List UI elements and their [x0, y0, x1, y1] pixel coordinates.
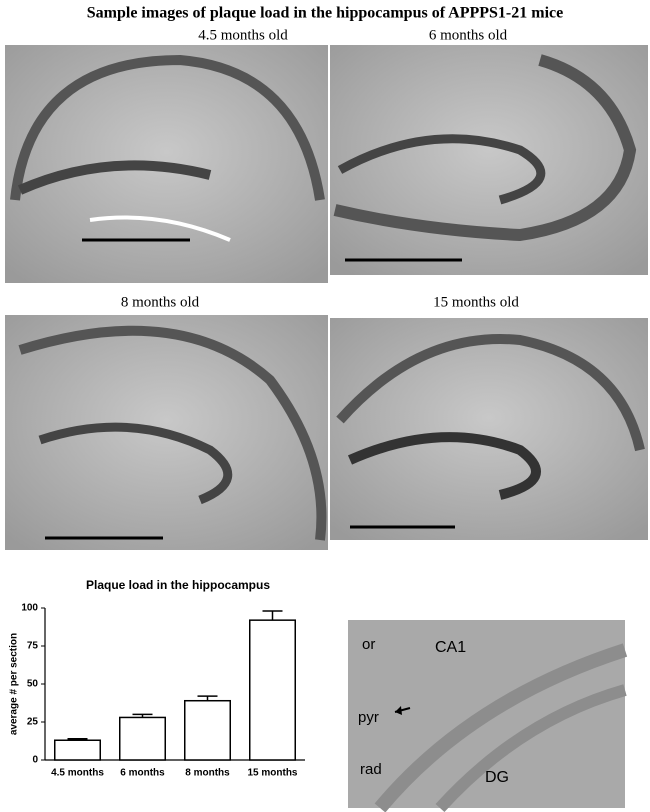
bar-chart: 0 25 50 75 100 4.5 months 6 months 8 months 15 m… — [21, 603, 305, 779]
panel-label: 6 months old — [429, 27, 508, 43]
region-label: or — [362, 636, 375, 653]
y-tick-label: 100 — [21, 603, 38, 614]
panel-label: 8 months old — [121, 294, 200, 310]
micrograph — [5, 45, 328, 283]
x-tick-label: 8 months — [185, 768, 230, 779]
region-label: pyr — [358, 709, 379, 726]
y-tick-label: 25 — [27, 717, 39, 728]
x-tick-label: 6 months — [120, 768, 165, 779]
micrograph — [330, 318, 648, 540]
bar — [249, 619, 296, 761]
y-tick-label: 0 — [32, 755, 38, 766]
micrograph — [330, 45, 648, 275]
y-axis-label: average # per section — [9, 633, 20, 735]
bar — [119, 716, 166, 761]
bar — [54, 739, 101, 761]
y-tick-label: 75 — [27, 641, 39, 652]
panel-label: 4.5 months old — [198, 27, 288, 43]
annotated-micrograph — [348, 620, 628, 812]
region-label: DG — [485, 769, 509, 786]
y-tick-label: 50 — [27, 679, 39, 690]
x-tick-label: 15 months — [247, 768, 297, 779]
region-label: CA1 — [435, 639, 466, 656]
chart-title: Plaque load in the hippocampus — [86, 578, 270, 592]
micrograph — [5, 315, 328, 550]
x-tick-label: 4.5 months — [51, 768, 104, 779]
region-label: rad — [360, 761, 382, 778]
figure-title: Sample images of plaque load in the hipp… — [87, 5, 563, 22]
bar — [184, 699, 231, 761]
panel-label: 15 months old — [433, 294, 519, 310]
